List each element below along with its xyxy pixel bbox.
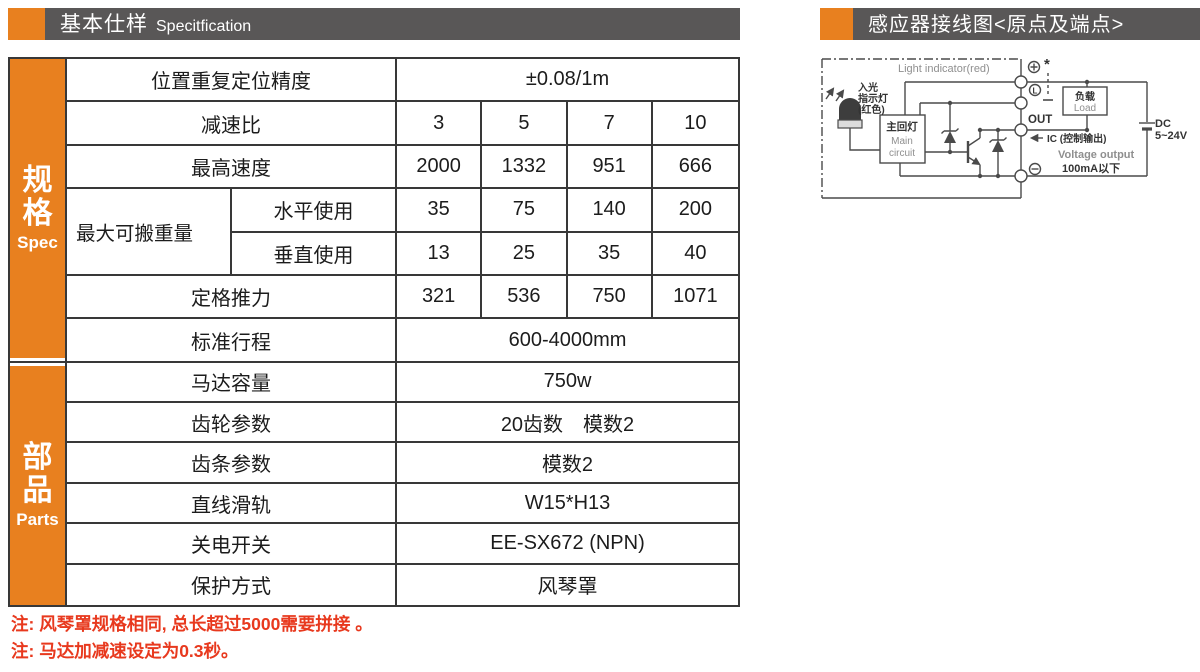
value-ratio-2: 5 bbox=[482, 102, 568, 146]
sidebar-parts: 部 品 Parts bbox=[10, 362, 67, 605]
dc-label-1: DC bbox=[1155, 118, 1171, 130]
load-en: Load bbox=[1074, 103, 1096, 114]
terminal-plus-icon bbox=[1014, 75, 1028, 89]
zener-diode-right-icon bbox=[989, 130, 1007, 176]
value-ratio-4: 10 bbox=[652, 102, 738, 146]
battery-icon bbox=[1139, 122, 1155, 131]
value-switch: EE-SX672 (NPN) bbox=[397, 524, 738, 565]
minus-symbol-icon bbox=[1028, 162, 1042, 176]
value-gear: 20齿数 模数2 bbox=[397, 403, 738, 444]
row-label-payload: 最大可搬重量 bbox=[67, 189, 232, 276]
row-label-motor: 马达容量 bbox=[67, 362, 397, 404]
row-label-rated-thrust: 定格推力 bbox=[67, 275, 397, 320]
load-box bbox=[1062, 86, 1108, 116]
main-circuit-en2: circuit bbox=[889, 148, 915, 159]
sidebar-parts-char1: 部 bbox=[22, 440, 53, 474]
voltage-output-label: Voltage output bbox=[1058, 149, 1135, 161]
value-stroke: 600-4000mm bbox=[397, 319, 738, 363]
wiring-header-bar: 感应器接线图<原点及端点> bbox=[853, 8, 1200, 40]
terminal-l-letter: L bbox=[1033, 87, 1038, 96]
value-speed-1: 2000 bbox=[397, 145, 483, 190]
value-thrust-3: 750 bbox=[567, 275, 653, 320]
row-label-rail: 直线滑轨 bbox=[67, 483, 397, 525]
value-thrust-4: 1071 bbox=[652, 276, 738, 320]
orange-accent-square bbox=[8, 8, 45, 40]
wire-led bbox=[849, 128, 880, 151]
incident-light-arrows-icon bbox=[825, 87, 845, 102]
value-ratio-1: 3 bbox=[397, 102, 483, 146]
terminal-out-icon bbox=[1014, 123, 1028, 137]
value-thrust-2: 536 bbox=[482, 275, 568, 320]
value-speed-3: 951 bbox=[567, 145, 653, 190]
footnote-2: 注: 马达加减速设定为0.3秒。 bbox=[11, 641, 239, 661]
incident-label-3: (红色) bbox=[858, 103, 885, 116]
terminal-minus-icon bbox=[1014, 169, 1028, 183]
sidebar-spec-en: Spec bbox=[17, 232, 58, 252]
transistor-icon bbox=[966, 130, 981, 176]
value-speed-4: 666 bbox=[652, 146, 738, 190]
l-symbol-icon bbox=[1028, 83, 1042, 97]
value-payload-v-4: 40 bbox=[652, 233, 738, 276]
value-rack: 模数2 bbox=[397, 443, 738, 484]
spec-header-title-cn: 基本仕样 bbox=[60, 13, 148, 36]
sidebar-parts-en: Parts bbox=[16, 509, 59, 529]
value-payload-v-2: 25 bbox=[482, 232, 568, 276]
footnotes: 注: 风琴罩规格相同, 总长超过5000需要拼接 。 注: 马达加减速设定为0.… bbox=[11, 611, 373, 665]
row-label-gear: 齿轮参数 bbox=[67, 403, 397, 444]
value-motor: 750w bbox=[397, 363, 738, 404]
value-speed-2: 1332 bbox=[482, 145, 568, 190]
row-label-rack: 齿条参数 bbox=[67, 443, 397, 484]
row-label-max-speed: 最高速度 bbox=[67, 145, 397, 190]
value-payload-v-3: 35 bbox=[567, 232, 653, 276]
main-circuit-box bbox=[879, 114, 926, 164]
spec-header-bar: 基本仕样 Specitfication bbox=[45, 8, 740, 40]
value-ratio-3: 7 bbox=[567, 102, 653, 146]
junction-dots bbox=[947, 79, 1090, 179]
wiring-section-header: 感应器接线图<原点及端点> bbox=[820, 8, 1200, 40]
led-icon bbox=[837, 98, 863, 129]
current-label: 100mA以下 bbox=[1062, 162, 1120, 175]
terminal-l-icon bbox=[1014, 96, 1028, 110]
incident-label-1: 入光 bbox=[858, 81, 878, 94]
spec-header-title-en: Specitfication bbox=[156, 18, 252, 35]
asterisk-label: * bbox=[1044, 56, 1050, 73]
value-payload-h-4: 200 bbox=[652, 189, 738, 233]
ic-label: IC (控制输出) bbox=[1047, 132, 1106, 145]
value-protection: 风琴罩 bbox=[537, 576, 598, 599]
zener-diode-left-icon bbox=[941, 103, 959, 152]
value-payload-v-1: 13 bbox=[397, 232, 483, 276]
value-payload-h-2: 75 bbox=[482, 189, 568, 233]
sidebar-spec: 规 格 Spec bbox=[10, 59, 67, 363]
sidebar-parts-char2: 品 bbox=[22, 473, 53, 507]
footnote-1: 注: 风琴罩规格相同, 总长超过5000需要拼接 。 bbox=[11, 614, 373, 634]
out-label: OUT bbox=[1028, 114, 1052, 126]
row-label-switch: 关电开关 bbox=[67, 524, 397, 565]
spec-table: 规 格 Spec 部 品 Parts 位置重复定位精度 ±0.08/1m 减速比… bbox=[8, 57, 740, 607]
main-circuit-cn: 主回灯 bbox=[886, 120, 918, 133]
value-precision: ±0.08/1m bbox=[397, 59, 738, 103]
sidebar-spec-char2: 格 bbox=[22, 196, 53, 230]
wiring-header-title: 感应器接线图<原点及端点> bbox=[868, 14, 1125, 36]
row-label-payload-horizontal: 水平使用 bbox=[232, 189, 397, 233]
row-label-stroke: 标准行程 bbox=[67, 319, 397, 363]
value-rail: W15*H13 bbox=[397, 484, 738, 525]
main-circuit-en1: Main bbox=[891, 136, 913, 147]
value-payload-h-3: 140 bbox=[567, 189, 653, 233]
sidebar-spec-char1: 规 bbox=[22, 163, 53, 197]
light-indicator-label: Light indicator(red) bbox=[898, 63, 990, 75]
row-label-precision: 位置重复定位精度 bbox=[67, 59, 397, 103]
wiring-diagram-svg: Light indicator(red) 入光 指示灯 (红色) 主回灯 Mai… bbox=[821, 56, 1188, 199]
row-label-payload-vertical: 垂直使用 bbox=[232, 232, 397, 276]
incident-label-2: 指示灯 bbox=[858, 92, 888, 105]
row-label-protection: 保护方式 bbox=[67, 564, 397, 605]
row-label-ratio: 减速比 bbox=[67, 102, 397, 146]
load-cn: 负载 bbox=[1075, 90, 1095, 103]
plus-symbol-icon bbox=[1027, 60, 1041, 74]
value-thrust-1: 321 bbox=[397, 275, 483, 320]
value-payload-h-1: 35 bbox=[397, 189, 483, 233]
sensor-wiring-diagram: Light indicator(red) 入光 指示灯 (红色) 主回灯 Mai… bbox=[810, 45, 1200, 220]
orange-accent-square bbox=[820, 8, 853, 40]
dc-label-2: 5~24V bbox=[1155, 130, 1188, 142]
spec-section-header: 基本仕样 Specitfication bbox=[8, 8, 740, 40]
